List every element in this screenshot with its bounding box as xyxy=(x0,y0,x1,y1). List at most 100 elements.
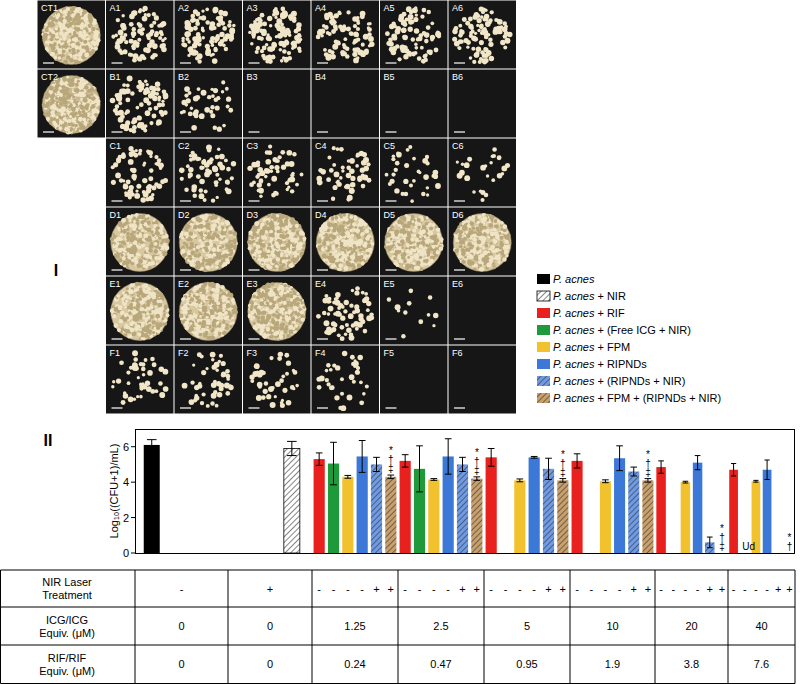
colony xyxy=(212,165,217,170)
colony xyxy=(199,179,205,185)
colony xyxy=(128,146,133,151)
plate: A1 xyxy=(106,1,174,69)
colony xyxy=(195,12,200,17)
colony xyxy=(64,122,67,125)
colony xyxy=(362,152,367,157)
colony xyxy=(214,183,218,187)
colony xyxy=(255,50,259,54)
colony xyxy=(138,88,142,92)
colony xyxy=(78,117,83,122)
colony xyxy=(327,54,332,59)
colony xyxy=(331,197,335,201)
colony xyxy=(340,52,345,57)
colony xyxy=(60,108,64,112)
colony xyxy=(193,26,198,31)
colony xyxy=(50,23,54,27)
colony xyxy=(217,148,220,151)
colony xyxy=(262,29,267,34)
plate-label: B5 xyxy=(384,72,395,82)
colony xyxy=(403,45,408,50)
colony xyxy=(124,112,127,115)
colony xyxy=(73,60,76,63)
colony xyxy=(342,43,346,47)
colony xyxy=(140,31,145,36)
colony xyxy=(78,52,83,57)
colony xyxy=(59,23,64,28)
colony xyxy=(289,177,294,182)
colony xyxy=(83,112,88,117)
plate: B3 xyxy=(243,70,311,138)
colony xyxy=(403,22,408,27)
colony xyxy=(256,46,260,50)
colony xyxy=(129,22,134,27)
colony xyxy=(142,163,145,166)
colony xyxy=(50,106,54,110)
colony xyxy=(142,178,147,183)
colony xyxy=(231,161,236,166)
colony xyxy=(53,56,57,60)
colony xyxy=(142,16,148,22)
colony xyxy=(368,36,374,42)
colony xyxy=(130,91,135,96)
colony xyxy=(260,37,264,41)
colony xyxy=(292,43,298,49)
colony xyxy=(473,36,478,41)
colony xyxy=(479,24,484,29)
colony xyxy=(388,38,393,43)
colony xyxy=(489,56,494,61)
colony xyxy=(155,82,159,86)
colony xyxy=(227,168,230,171)
colony xyxy=(145,83,148,86)
colony xyxy=(363,157,369,163)
colony xyxy=(49,16,53,20)
colony xyxy=(64,127,69,132)
colony xyxy=(137,38,141,42)
colony xyxy=(66,7,70,11)
colony xyxy=(424,39,429,44)
colony xyxy=(161,103,165,107)
colony xyxy=(221,90,224,93)
colony xyxy=(503,21,507,25)
colony xyxy=(84,124,87,127)
colony xyxy=(119,179,122,182)
colony xyxy=(124,184,128,188)
colony xyxy=(288,14,294,20)
colony xyxy=(225,187,229,191)
colony xyxy=(68,49,71,52)
colony xyxy=(328,32,332,36)
plate: B4 xyxy=(312,70,380,138)
colony xyxy=(137,57,141,61)
colony xyxy=(59,16,64,21)
colony xyxy=(132,58,137,63)
colony xyxy=(65,114,68,117)
colony xyxy=(268,59,273,64)
colony xyxy=(276,18,282,24)
colony xyxy=(70,129,73,132)
colony xyxy=(219,154,225,160)
colony xyxy=(91,40,96,45)
colony xyxy=(207,95,211,99)
colony xyxy=(163,96,167,100)
colony xyxy=(494,18,498,22)
colony xyxy=(81,91,84,94)
colony xyxy=(190,18,195,23)
plate-label: B2 xyxy=(178,72,189,82)
colony xyxy=(369,22,372,25)
colony xyxy=(260,13,265,18)
colony xyxy=(320,34,324,38)
colony xyxy=(267,16,272,21)
colony xyxy=(199,188,204,193)
colony xyxy=(341,169,344,172)
colony xyxy=(280,7,285,12)
colony xyxy=(427,50,432,55)
colony xyxy=(50,29,53,32)
colony xyxy=(466,45,469,48)
colony xyxy=(46,49,49,52)
colony xyxy=(356,16,360,20)
colony xyxy=(221,80,225,84)
colony xyxy=(132,10,137,15)
colony xyxy=(96,96,99,99)
colony xyxy=(209,25,215,31)
colony xyxy=(222,11,228,17)
colony xyxy=(203,198,207,202)
